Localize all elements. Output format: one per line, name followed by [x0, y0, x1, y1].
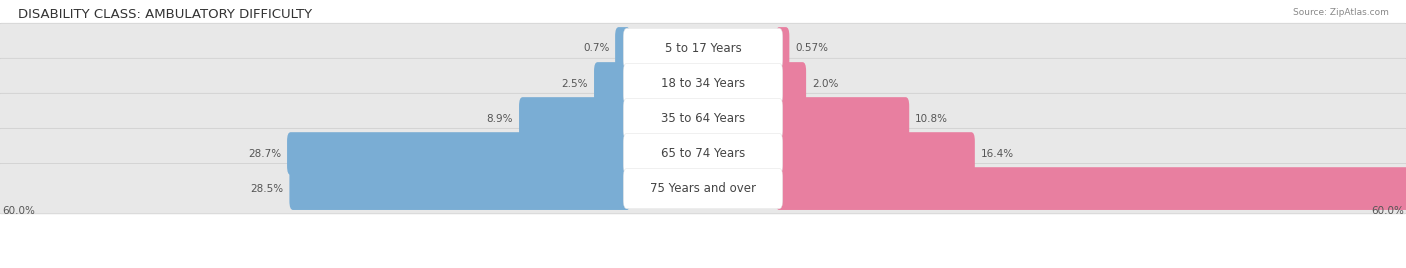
Text: 8.9%: 8.9%: [486, 114, 513, 124]
Text: 60.0%: 60.0%: [3, 206, 35, 216]
Text: 28.5%: 28.5%: [250, 184, 284, 193]
FancyBboxPatch shape: [0, 128, 1406, 179]
FancyBboxPatch shape: [290, 167, 630, 210]
Text: 60.0%: 60.0%: [1371, 206, 1403, 216]
Text: 35 to 64 Years: 35 to 64 Years: [661, 112, 745, 125]
FancyBboxPatch shape: [623, 133, 783, 174]
Text: Source: ZipAtlas.com: Source: ZipAtlas.com: [1294, 8, 1389, 17]
FancyBboxPatch shape: [776, 167, 1406, 210]
FancyBboxPatch shape: [0, 58, 1406, 109]
Text: 2.5%: 2.5%: [561, 79, 588, 88]
FancyBboxPatch shape: [623, 28, 783, 69]
Text: 0.7%: 0.7%: [583, 43, 609, 54]
FancyBboxPatch shape: [0, 93, 1406, 144]
Text: DISABILITY CLASS: AMBULATORY DIFFICULTY: DISABILITY CLASS: AMBULATORY DIFFICULTY: [18, 8, 312, 21]
FancyBboxPatch shape: [623, 98, 783, 139]
FancyBboxPatch shape: [776, 27, 789, 70]
Text: 28.7%: 28.7%: [247, 148, 281, 159]
Text: 16.4%: 16.4%: [981, 148, 1014, 159]
FancyBboxPatch shape: [593, 62, 630, 105]
FancyBboxPatch shape: [287, 132, 630, 175]
FancyBboxPatch shape: [519, 97, 630, 140]
FancyBboxPatch shape: [776, 62, 806, 105]
FancyBboxPatch shape: [623, 168, 783, 209]
FancyBboxPatch shape: [0, 163, 1406, 214]
FancyBboxPatch shape: [616, 27, 630, 70]
FancyBboxPatch shape: [776, 97, 910, 140]
Text: 10.8%: 10.8%: [915, 114, 948, 124]
Text: 75 Years and over: 75 Years and over: [650, 182, 756, 195]
Text: 65 to 74 Years: 65 to 74 Years: [661, 147, 745, 160]
FancyBboxPatch shape: [623, 63, 783, 104]
Text: 2.0%: 2.0%: [813, 79, 838, 88]
FancyBboxPatch shape: [0, 23, 1406, 74]
Text: 0.57%: 0.57%: [796, 43, 828, 54]
Text: 18 to 34 Years: 18 to 34 Years: [661, 77, 745, 90]
Text: 5 to 17 Years: 5 to 17 Years: [665, 42, 741, 55]
FancyBboxPatch shape: [776, 132, 974, 175]
